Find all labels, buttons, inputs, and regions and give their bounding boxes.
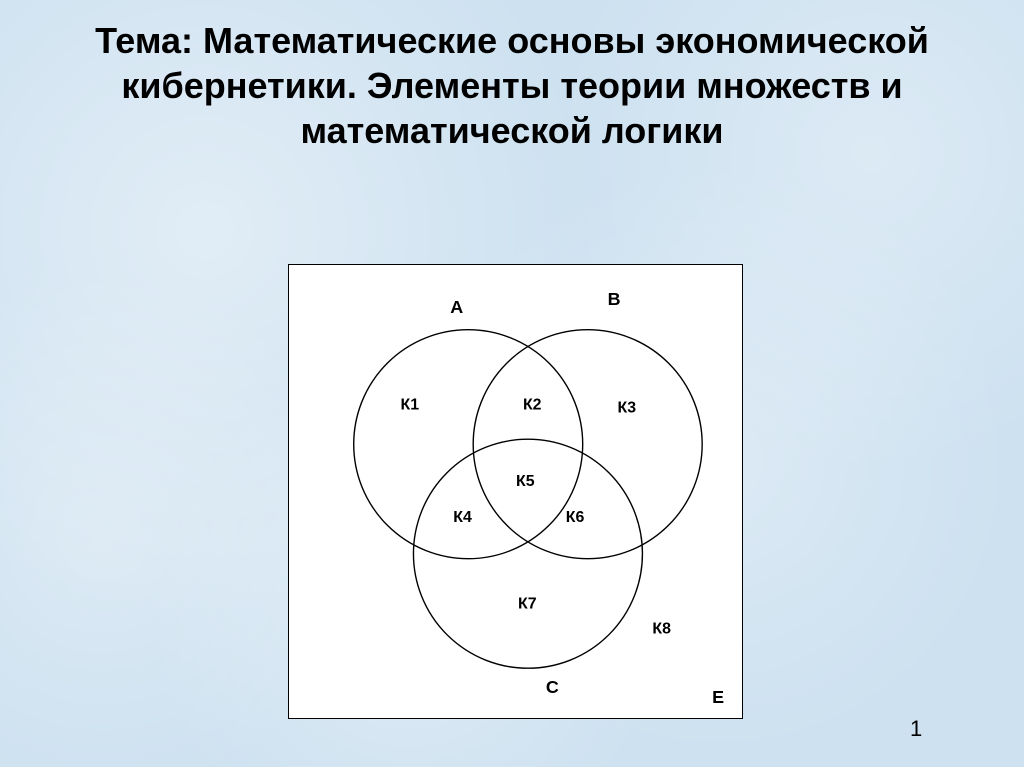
region-label-К4: К4 [453, 509, 472, 526]
region-label-К8: К8 [652, 620, 671, 637]
venn-circle-B [473, 330, 702, 559]
region-label-К3: К3 [618, 399, 637, 416]
set-label-B: B [608, 289, 621, 309]
region-label-К7: К7 [518, 595, 537, 612]
set-label-A: A [450, 297, 463, 317]
page-number: 1 [910, 716, 922, 742]
page-title: Тема: Математические основы экономическо… [0, 0, 1024, 153]
region-label-К6: К6 [566, 509, 585, 526]
venn-diagram-frame: A B C E К1 К2 К3 К4 К5 К6 К7 К8 [288, 264, 743, 719]
region-label-К5: К5 [516, 473, 535, 490]
region-label-К2: К2 [523, 396, 542, 413]
region-label-К1: К1 [401, 396, 420, 413]
set-label-E: E [712, 687, 724, 707]
venn-diagram: A B C E К1 К2 К3 К4 К5 К6 К7 К8 [289, 265, 742, 718]
set-label-C: C [546, 677, 559, 697]
